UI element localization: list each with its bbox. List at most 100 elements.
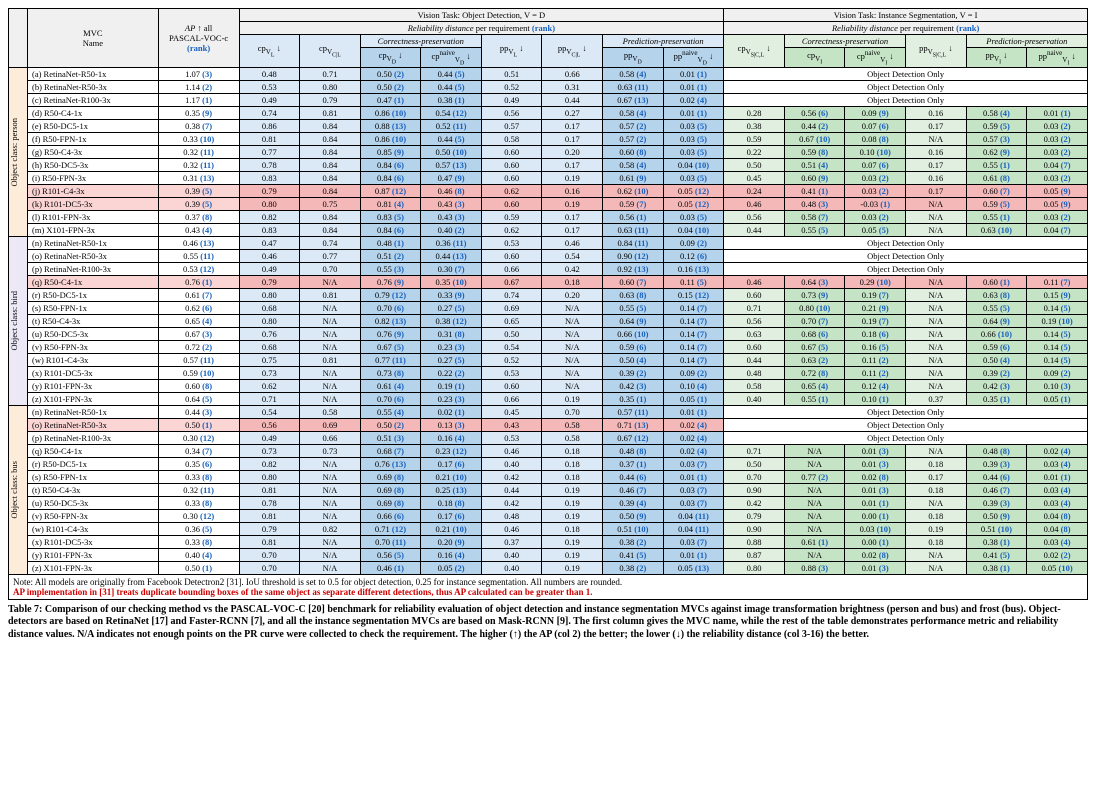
d-cell: 0.58: [542, 431, 603, 444]
d-cell: 0.86 (10): [360, 132, 421, 145]
d-cell: N/A: [300, 301, 361, 314]
i-cell: 0.50 (9): [966, 509, 1027, 522]
i-cell: 0.59 (5): [966, 197, 1027, 210]
table-row: (y) R101-FPN-3x0.40 (4)0.70N/A0.56 (5)0.…: [9, 548, 1088, 561]
d-cell: 0.83: [239, 223, 300, 236]
d-cell: 0.81: [300, 353, 361, 366]
i-cell: 0.16: [906, 145, 967, 158]
d-cell: 0.71: [300, 67, 361, 80]
d-cell: 0.92 (13): [603, 262, 664, 275]
d-cell: 0.66: [481, 262, 542, 275]
d-cell: 0.16 (4): [421, 431, 482, 444]
i-cell: 0.60: [724, 340, 785, 353]
i-cell: 0.70: [724, 470, 785, 483]
d-cell: 0.76: [239, 327, 300, 340]
ap-value: 0.36 (5): [158, 522, 239, 535]
d-cell: 0.44: [481, 483, 542, 496]
i-cell: 0.17: [906, 158, 967, 171]
d-cell: 0.40: [481, 548, 542, 561]
table-row: (o) RetinaNet-R50-3x0.55 (11)0.460.770.5…: [9, 249, 1088, 262]
i-cell: -0.03 (1): [845, 197, 906, 210]
i-cell: 0.01 (1): [845, 496, 906, 509]
model-name: (f) R50-FPN-1x: [28, 132, 159, 145]
d-cell: 0.84: [300, 145, 361, 158]
i-cell: 0.38: [724, 119, 785, 132]
table-caption: Table 7: Comparison of our checking meth…: [8, 604, 1088, 642]
i-cell: 0.64 (3): [784, 275, 845, 288]
i-cell: 0.48 (8): [966, 444, 1027, 457]
model-name: (p) RetinaNet-R100-3x: [28, 431, 159, 444]
d-cell: 0.60: [481, 249, 542, 262]
i-cell: 0.44 (6): [966, 470, 1027, 483]
d-cell: 0.60: [481, 197, 542, 210]
i-cell: 0.87: [724, 548, 785, 561]
d-cell: 0.55 (3): [360, 262, 421, 275]
ap-value: 1.17 (1): [158, 93, 239, 106]
i-cell: 0.56: [724, 210, 785, 223]
d-cell: N/A: [542, 353, 603, 366]
d-cell: 0.54 (12): [421, 106, 482, 119]
i-cell: 0.67 (10): [784, 132, 845, 145]
table-row: (s) R50-FPN-1x0.62 (6)0.68N/A0.70 (6)0.2…: [9, 301, 1088, 314]
d-cell: 0.51 (2): [360, 249, 421, 262]
d-cell: 0.63 (11): [603, 223, 664, 236]
d-cell: 0.80: [239, 314, 300, 327]
d-cell: N/A: [542, 366, 603, 379]
i-cell: 0.16 (5): [845, 340, 906, 353]
d-cell: 0.82: [239, 457, 300, 470]
i-cell: 0.61 (8): [966, 171, 1027, 184]
d-cell: N/A: [542, 301, 603, 314]
i-cell: 0.90: [724, 483, 785, 496]
d-cell: 0.18: [542, 522, 603, 535]
d-cell: 0.65: [481, 314, 542, 327]
d-cell: 0.56 (5): [360, 548, 421, 561]
d-cell: 0.47: [239, 236, 300, 249]
d-cell: 0.19: [542, 548, 603, 561]
d-cell: 0.17 (6): [421, 509, 482, 522]
table-row: (c) RetinaNet-R100-3x1.17 (1)0.490.790.4…: [9, 93, 1088, 106]
i-cell: 0.65 (4): [784, 379, 845, 392]
i-cell: 0.57 (3): [966, 132, 1027, 145]
i-cell: 0.19: [906, 522, 967, 535]
d-cell: 0.04 (11): [663, 509, 724, 522]
d-cell: 0.61 (4): [360, 379, 421, 392]
ap-value: 0.57 (11): [158, 353, 239, 366]
d-cell: 0.79: [239, 184, 300, 197]
d-cell: 0.19: [542, 392, 603, 405]
d-cell: 0.60: [481, 171, 542, 184]
d-cell: 0.02 (4): [663, 93, 724, 106]
d-cell: 0.70: [239, 548, 300, 561]
d-cell: 0.67 (12): [603, 431, 664, 444]
col-mvc-name: MVCName: [28, 9, 159, 68]
d-cell: 0.76 (9): [360, 275, 421, 288]
d-cell: 0.53: [481, 236, 542, 249]
col-vision-i: Vision Task: Instance Segmentation, V = …: [724, 9, 1088, 22]
i-cell: 0.41 (1): [784, 184, 845, 197]
model-name: (u) R50-DC5-3x: [28, 496, 159, 509]
d-cell: 0.17: [542, 210, 603, 223]
i-cell: 0.14 (5): [1027, 353, 1088, 366]
i-cell: 0.01 (3): [845, 483, 906, 496]
d-cell: 0.81 (4): [360, 197, 421, 210]
model-name: (u) R50-DC5-3x: [28, 327, 159, 340]
table-row: Object class: bus(n) RetinaNet-R50-1x0.4…: [9, 405, 1088, 418]
i-cell: 0.55 (5): [966, 301, 1027, 314]
d-cell: 0.83 (5): [360, 210, 421, 223]
d-cell: 0.35 (1): [603, 392, 664, 405]
i-cell: N/A: [906, 223, 967, 236]
d-cell: 0.01 (1): [663, 67, 724, 80]
table-row: Object class: person(a) RetinaNet-R50-1x…: [9, 67, 1088, 80]
i-cell: N/A: [906, 301, 967, 314]
i-cell: 0.03 (2): [1027, 210, 1088, 223]
d-cell: 0.69: [300, 418, 361, 431]
i-cell: 0.60 (9): [784, 171, 845, 184]
model-name: (l) R101-FPN-3x: [28, 210, 159, 223]
d-cell: 0.50 (10): [421, 145, 482, 158]
d-cell: 0.76 (13): [360, 457, 421, 470]
table-row: Object class: bird(n) RetinaNet-R50-1x0.…: [9, 236, 1088, 249]
ap-value: 0.33 (8): [158, 470, 239, 483]
d-cell: 0.75: [239, 353, 300, 366]
col-reliability-i: Reliability distance per requirement (ra…: [724, 22, 1088, 35]
d-cell: 0.43: [481, 418, 542, 431]
i-cell: 0.16: [906, 106, 967, 119]
